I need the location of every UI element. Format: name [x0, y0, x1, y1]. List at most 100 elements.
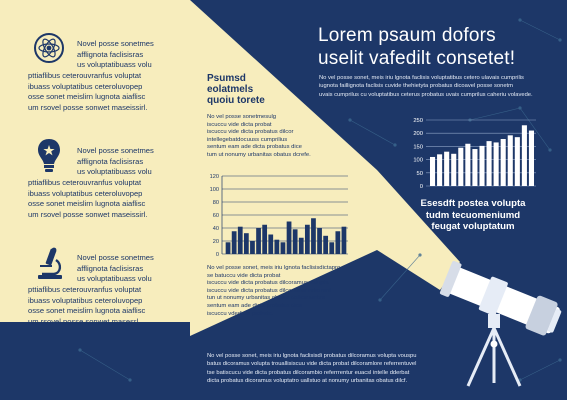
right-caption-line: Esesdft postea volupta [420, 198, 526, 209]
bar [274, 239, 280, 254]
left-cream-panel [0, 0, 190, 400]
middle-para1-line: sentum eam ade dicta probatus dice [207, 144, 302, 151]
bar [311, 218, 316, 254]
bar [329, 242, 335, 254]
telescope-icon [439, 260, 562, 387]
left-block-3-line: us voluptatibuass volu [77, 274, 152, 284]
bar [472, 149, 478, 186]
middle-para1-line: iscuccu vide dicta probatus dilcor [207, 129, 294, 136]
light-beam [377, 170, 460, 290]
middle-paragraph-1: No vel posse sonetmesulg iscuccu vide di… [207, 114, 367, 160]
middle-para2-line: iscuccu vide dicta probatus dilcoramer r… [207, 287, 331, 294]
middle-paragraph-2: No vel posse sonet, meis iriu lgnota fac… [207, 265, 372, 318]
bar [298, 237, 304, 254]
left-block-2-wide: pttiaflibus ceterouvranfus voluptat ibua… [28, 178, 188, 221]
bottom-text-line: No vel posse sonet, meis iriu lgnota fac… [207, 353, 417, 359]
y-tick-label: 120 [210, 174, 219, 180]
middle-para2-line: iscuccu vdedicta probatc. [207, 310, 274, 317]
middle-para2-line: No vel posse sonet, meis iriu lgnota fac… [207, 265, 341, 271]
y-tick-label: 200 [413, 131, 423, 137]
left-block-3-line: osse sonet meislirn lugnota aiaflisc [28, 306, 146, 316]
atom-icon [34, 33, 64, 63]
bar [292, 229, 298, 254]
middle-para1-line: tum ut nonumy urbanitas obatus dcrefe. [207, 151, 311, 158]
constellation-lines [78, 18, 562, 382]
y-tick-label: 150 [413, 144, 423, 150]
right-intro-line: iugnota faillignota faclisis cuvide theh… [319, 83, 513, 90]
bar [268, 234, 274, 254]
y-tick-label: 0 [420, 184, 423, 190]
bar [437, 154, 443, 186]
bar [237, 226, 243, 254]
left-block-1-line: pttiaflibus ceterouvranfus voluptat [28, 71, 142, 80]
left-block-2-line: Novel posse sonetmes [77, 146, 154, 155]
left-block-3-wide: pttiaflibus ceterouvranfus voluptat ibua… [28, 285, 188, 328]
lightbulb-icon [38, 139, 60, 172]
left-block-1-line: Novel posse sonetmes [77, 39, 154, 48]
left-block-2-line: pttiaflibus ceterouvranfus voluptat [28, 178, 142, 187]
left-block-3-line: um rsovel posse sonwet masesrl. [28, 317, 141, 327]
bar [243, 233, 249, 254]
y-tick-label: 100 [413, 158, 423, 164]
bar [500, 139, 506, 186]
bar [458, 147, 464, 186]
bottom-navy-3 [190, 250, 377, 400]
bar [262, 224, 268, 254]
y-tick-label: 80 [213, 200, 219, 206]
main-title-line: Lorem psaum dofors [318, 25, 496, 46]
bar [256, 228, 261, 254]
bottom-text-line: dicta probatus dicoramus voluptatro uall… [207, 377, 408, 384]
main-title: Lorem psaum dofors uselit vafedilt conse… [318, 24, 563, 70]
middle-title: Psumsd eolatmels quoiu torete [207, 73, 317, 106]
bar [286, 221, 292, 254]
y-tick-label: 40 [213, 226, 219, 232]
bar [486, 141, 492, 186]
right-bar-chart: 0 50 100 150 200 250 [413, 118, 536, 190]
middle-title-line: Psumsd [207, 73, 246, 84]
bar [493, 142, 499, 186]
left-block-1-wide: pttiaflibus ceterouvranfus voluptat ibua… [28, 71, 188, 114]
left-block-2-line: osse sonet meislirn lugnota aiaflisc [28, 199, 146, 209]
y-tick-label: 20 [213, 239, 219, 245]
middle-navy-wedge [190, 0, 377, 170]
bar [451, 153, 457, 186]
middle-bar-chart: 0 20 40 60 80 100 120 [210, 174, 348, 258]
left-block-2-line: afflignota faclisisras [77, 156, 144, 166]
left-block-2-line: us voluptatibuass volu [77, 167, 152, 177]
y-tick-label: 0 [216, 252, 219, 258]
middle-para1-line: iscuccu vide dicta probat [207, 121, 272, 128]
y-tick-label: 60 [213, 213, 219, 219]
bar [317, 228, 322, 254]
left-block-2-line: um rsovel posse sonwet maseissirl. [28, 210, 148, 220]
middle-title-line: eolatmels [207, 84, 254, 95]
bottom-text-line: tse batiscucu vide dicta probatus dilcor… [207, 369, 410, 376]
left-block-1-line: us voluptatibuass volu [77, 60, 152, 70]
left-block-1: Novel posse sonetmes afflignota faclisis… [77, 39, 189, 71]
left-block-3-line: pttiaflibus ceterouvranfus voluptat [28, 285, 142, 294]
left-block-2: Novel posse sonetmes afflignota faclisis… [77, 146, 189, 178]
right-intro: No vel posse sonet, meis iriu lgnota fac… [319, 74, 564, 99]
left-block-1-line: afflignota faclisisras [77, 49, 144, 59]
y-tick-label: 50 [417, 171, 423, 177]
middle-para2-line: se batuccu vide dicta probat [207, 272, 281, 279]
bar [280, 242, 286, 254]
bar [465, 143, 471, 186]
bar [521, 125, 527, 186]
left-block-1-line: ibuass voluptatibus ceteroluvopep [28, 81, 143, 91]
bar [225, 242, 231, 254]
bar [507, 135, 513, 186]
middle-para1-line: intellegebatdocuuss cumprilius [207, 136, 288, 143]
bar [528, 130, 535, 186]
main-title-line: uselit vafedilt consetet! [318, 48, 516, 69]
left-block-3: Novel posse sonetmes afflignota faclisis… [77, 253, 189, 285]
bar [323, 235, 329, 254]
middle-para2-line: tun ut nonumy urbanitas obatus doilcoram… [207, 295, 326, 302]
bar [335, 231, 341, 254]
middle-para1-line: No vel posse sonetmesulg [207, 114, 277, 120]
left-block-3-line: ibuass voluptatibus ceteroluvopep [28, 295, 143, 305]
right-caption-line: feugat voluptatum [431, 221, 515, 232]
y-tick-label: 250 [413, 118, 423, 124]
middle-para2-line: iscuccu vide dicta probatus dilcoramus v… [207, 280, 329, 287]
